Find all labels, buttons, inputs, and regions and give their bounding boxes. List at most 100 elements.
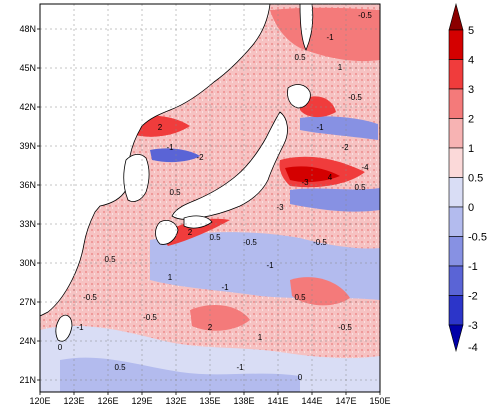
lat-tick-label: 33N bbox=[19, 219, 36, 229]
colorbar-level-label: 1 bbox=[468, 143, 474, 155]
colorbar-level-label: -5 bbox=[468, 0, 478, 3]
colorbar: 5 4 3 2 1 0.5 0 -0.5 -1 -2 -3 -4 -5 bbox=[448, 0, 487, 354]
colorbar-level-label: 0.5 bbox=[468, 173, 483, 185]
positive-anomaly-region bbox=[290, 277, 350, 306]
lat-tick-label: 21N bbox=[19, 375, 36, 385]
colorbar-level-label: -1 bbox=[468, 261, 478, 273]
contour-value-label: 4 bbox=[328, 173, 333, 182]
colorbar-segment bbox=[448, 206, 464, 237]
contour-value-label: -0.5 bbox=[358, 11, 372, 20]
lon-tick-label: 150E bbox=[369, 396, 390, 406]
contour-value-label: -1 bbox=[316, 123, 324, 132]
longitude-axis: 120E 123E 126E 129E 132E 135E 138E 141E 144E 147E… bbox=[29, 392, 391, 406]
contour-value-label: -0.5 bbox=[243, 238, 257, 247]
lat-tick-label: 45N bbox=[19, 63, 36, 73]
lon-tick-label: 141E bbox=[267, 396, 288, 406]
lon-tick-label: 132E bbox=[165, 396, 186, 406]
contour-value-label: 0.5 bbox=[294, 53, 306, 62]
contour-value-label: 0.5 bbox=[104, 255, 116, 264]
colorbar-level-label: 4 bbox=[468, 55, 474, 67]
contour-labels: -0.5 -1 1 0.5 -0.5 -1 -2 -3 4 0.5 -0.5 -1 -0.5 0.5 2 -1… bbox=[58, 11, 373, 382]
positive-anomaly-region bbox=[160, 218, 230, 246]
contour-value-label: 2 bbox=[188, 228, 193, 237]
contour-value-label: 0.5 bbox=[354, 183, 366, 192]
lon-tick-label: 129E bbox=[131, 396, 152, 406]
positive-anomaly-region bbox=[285, 166, 340, 183]
colorbar-segment bbox=[448, 295, 464, 326]
contour-value-label: -0.5 bbox=[313, 238, 327, 247]
contour-value-label: 1 bbox=[168, 273, 173, 282]
negative-anomaly-region bbox=[290, 188, 380, 212]
colorbar-segment bbox=[448, 29, 464, 60]
contour-value-label: -3 bbox=[276, 203, 284, 212]
colorbar-segment bbox=[448, 88, 464, 119]
contour-value-label: -1 bbox=[166, 143, 174, 152]
lat-tick-label: 39N bbox=[19, 141, 36, 151]
contour-value-label: 1 bbox=[258, 333, 263, 342]
island-honshu bbox=[171, 111, 288, 220]
lat-tick-label: 24N bbox=[19, 336, 36, 346]
island-shikoku bbox=[183, 215, 213, 229]
contour-value-label: 0.5 bbox=[169, 188, 181, 197]
lon-tick-label: 126E bbox=[97, 396, 118, 406]
lon-tick-label: 123E bbox=[63, 396, 84, 406]
colorbar-level-label: -4 bbox=[468, 342, 478, 354]
contour-value-label: -3 bbox=[301, 178, 309, 187]
colorbar-segment bbox=[448, 265, 464, 296]
island-sakhalin bbox=[299, 4, 314, 51]
island-kyushu bbox=[155, 220, 179, 245]
contour-value-label: 1 bbox=[338, 63, 343, 72]
negative-anomaly-region bbox=[150, 148, 200, 163]
lon-tick-label: 144E bbox=[301, 396, 322, 406]
lat-tick-label: 48N bbox=[19, 24, 36, 34]
positive-anomaly-region bbox=[190, 305, 250, 331]
contour-value-label: -1 bbox=[76, 323, 84, 332]
colorbar-level-label: 5 bbox=[468, 25, 474, 37]
lon-tick-label: 138E bbox=[233, 396, 254, 406]
contour-value-label: -1 bbox=[236, 363, 244, 372]
lon-tick-label: 135E bbox=[199, 396, 220, 406]
contour-value-label: -1 bbox=[266, 261, 274, 270]
contour-value-label: 2 bbox=[208, 323, 213, 332]
lat-tick-label: 27N bbox=[19, 297, 36, 307]
contour-value-label: -2 bbox=[341, 143, 349, 152]
colorbar-level-label: -0.5 bbox=[468, 232, 487, 244]
colorbar-level-label: -3 bbox=[468, 320, 478, 332]
colorbar-top-arrow bbox=[448, 2, 464, 31]
colorbar-bottom-arrow bbox=[448, 324, 464, 353]
korean-peninsula bbox=[123, 154, 150, 202]
contour-value-label: -0.5 bbox=[83, 293, 97, 302]
negative-anomaly-region bbox=[300, 116, 378, 140]
latitude-axis: 48N 45N 42N 39N 36N 33N 30N 27N 24N 21N bbox=[19, 24, 40, 385]
land-masses bbox=[40, 4, 314, 342]
contour-value-label: 0 bbox=[58, 343, 63, 352]
colorbar-level-label: 0 bbox=[468, 202, 474, 214]
island-taiwan bbox=[55, 314, 73, 342]
contour-value-label: 0 bbox=[298, 373, 303, 382]
colorbar-segment bbox=[448, 147, 464, 178]
contour-value-label: -0.5 bbox=[348, 93, 362, 102]
contour-value-label: -4 bbox=[361, 163, 369, 172]
positive-anomaly-region bbox=[270, 7, 380, 62]
contour-value-label: 2 bbox=[158, 123, 163, 132]
island-hokkaido bbox=[287, 84, 311, 109]
negative-anomaly-region bbox=[60, 357, 300, 392]
contour-value-label: 0.5 bbox=[209, 233, 221, 242]
contour-value-label: -0.5 bbox=[338, 323, 352, 332]
contour-value-label: -1 bbox=[221, 283, 229, 292]
graticule bbox=[40, 4, 380, 392]
contour-value-label: 0.5 bbox=[294, 293, 306, 302]
continent-asia bbox=[40, 4, 271, 317]
colorbar-level-label: 2 bbox=[468, 114, 474, 126]
contour-value-label: -2 bbox=[196, 153, 204, 162]
colorbar-segment bbox=[448, 59, 464, 90]
colorbar-segment bbox=[448, 177, 464, 208]
contour-value-label: -1 bbox=[326, 33, 334, 42]
lon-tick-label: 147E bbox=[335, 396, 356, 406]
colorbar-level-label: 3 bbox=[468, 84, 474, 96]
contour-value-label: 0.5 bbox=[114, 363, 126, 372]
colorbar-segment bbox=[448, 118, 464, 149]
lat-tick-label: 42N bbox=[19, 102, 36, 112]
lon-tick-label: 120E bbox=[29, 396, 50, 406]
